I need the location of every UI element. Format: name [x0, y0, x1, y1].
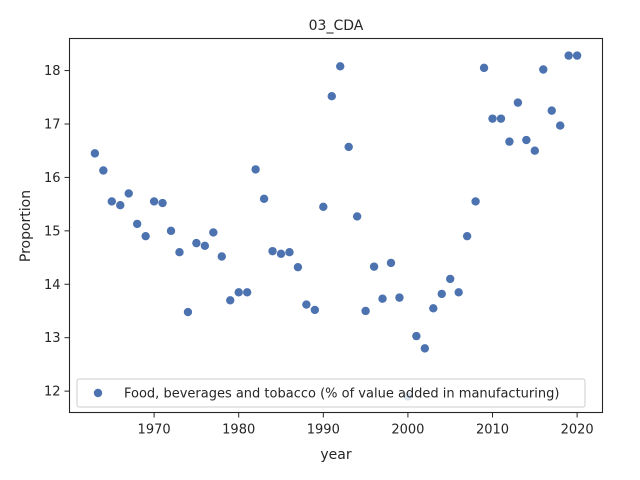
data-point	[175, 248, 184, 257]
data-point	[242, 288, 252, 297]
data-point	[124, 189, 133, 198]
data-point	[158, 198, 167, 208]
data-point	[412, 331, 421, 341]
data-point	[116, 200, 125, 210]
legend: Food, beverages and tobacco (% of value …	[76, 378, 586, 408]
data-point	[90, 149, 100, 158]
data-point	[132, 219, 142, 229]
y-tick-label: 14	[44, 278, 61, 293]
data-point	[479, 63, 489, 73]
data-point	[505, 137, 514, 146]
data-point	[183, 307, 193, 317]
data-point	[420, 344, 430, 353]
legend-box	[76, 378, 586, 408]
data-point	[192, 238, 201, 248]
data-point	[259, 194, 269, 203]
data-point	[530, 146, 540, 155]
data-point	[209, 228, 218, 237]
data-point	[378, 294, 387, 303]
data-point	[200, 241, 210, 251]
data-point	[513, 98, 523, 107]
x-tick-label: 2020	[561, 423, 594, 438]
data-point	[344, 142, 353, 152]
data-point	[141, 231, 150, 241]
data-point	[276, 249, 286, 259]
y-tick-label: 18	[44, 64, 61, 79]
data-point	[496, 114, 506, 123]
data-point	[369, 262, 379, 271]
data-point	[226, 296, 235, 305]
data-point	[522, 135, 531, 145]
legend-marker	[93, 388, 103, 398]
data-point	[327, 92, 336, 101]
data-point	[268, 246, 277, 256]
chart-title: 03_CDA	[309, 18, 364, 34]
data-point	[386, 258, 396, 268]
data-point	[319, 202, 328, 211]
x-axis-ticks: 1970 1980 1990 2000 2010 2020	[138, 412, 594, 438]
x-tick-label: 2000	[391, 423, 424, 438]
y-tick-label: 16	[44, 171, 61, 186]
data-point	[572, 51, 582, 60]
data-point	[547, 106, 556, 115]
data-point	[446, 274, 455, 284]
data-point	[395, 293, 404, 302]
data-point	[462, 231, 472, 241]
data-point	[217, 252, 226, 261]
y-axis-ticks: 12 13 14 15 16 17 18	[44, 64, 70, 400]
data-point	[99, 166, 108, 175]
x-tick-label: 1990	[307, 423, 340, 438]
data-point	[166, 226, 176, 236]
data-point	[352, 212, 362, 221]
x-tick-label: 1980	[222, 423, 255, 438]
data-point	[361, 306, 370, 316]
y-axis-label: Proportion	[18, 190, 34, 262]
data-point	[310, 305, 320, 315]
y-tick-label: 12	[44, 385, 61, 400]
data-point	[471, 197, 480, 206]
data-point	[293, 262, 303, 272]
data-point	[107, 197, 117, 206]
data-points	[90, 51, 582, 401]
data-point	[429, 304, 438, 313]
data-point	[149, 197, 159, 206]
x-tick-label: 2010	[476, 423, 509, 438]
data-point	[539, 65, 548, 74]
data-point	[555, 121, 565, 130]
data-point	[454, 288, 463, 297]
legend-label: Food, beverages and tobacco (% of value …	[124, 387, 559, 402]
y-tick-label: 15	[44, 224, 61, 239]
y-tick-label: 13	[44, 331, 61, 346]
y-tick-label: 17	[44, 117, 61, 132]
x-tick-label: 1970	[138, 423, 171, 438]
data-point	[336, 62, 345, 71]
data-point	[285, 248, 294, 257]
data-point	[302, 300, 311, 309]
data-point	[437, 289, 446, 299]
x-axis-label: year	[320, 447, 351, 463]
data-point	[234, 288, 243, 297]
data-point	[488, 114, 497, 123]
plot-frame	[68, 37, 604, 414]
data-point	[564, 51, 573, 60]
data-point	[251, 165, 260, 174]
